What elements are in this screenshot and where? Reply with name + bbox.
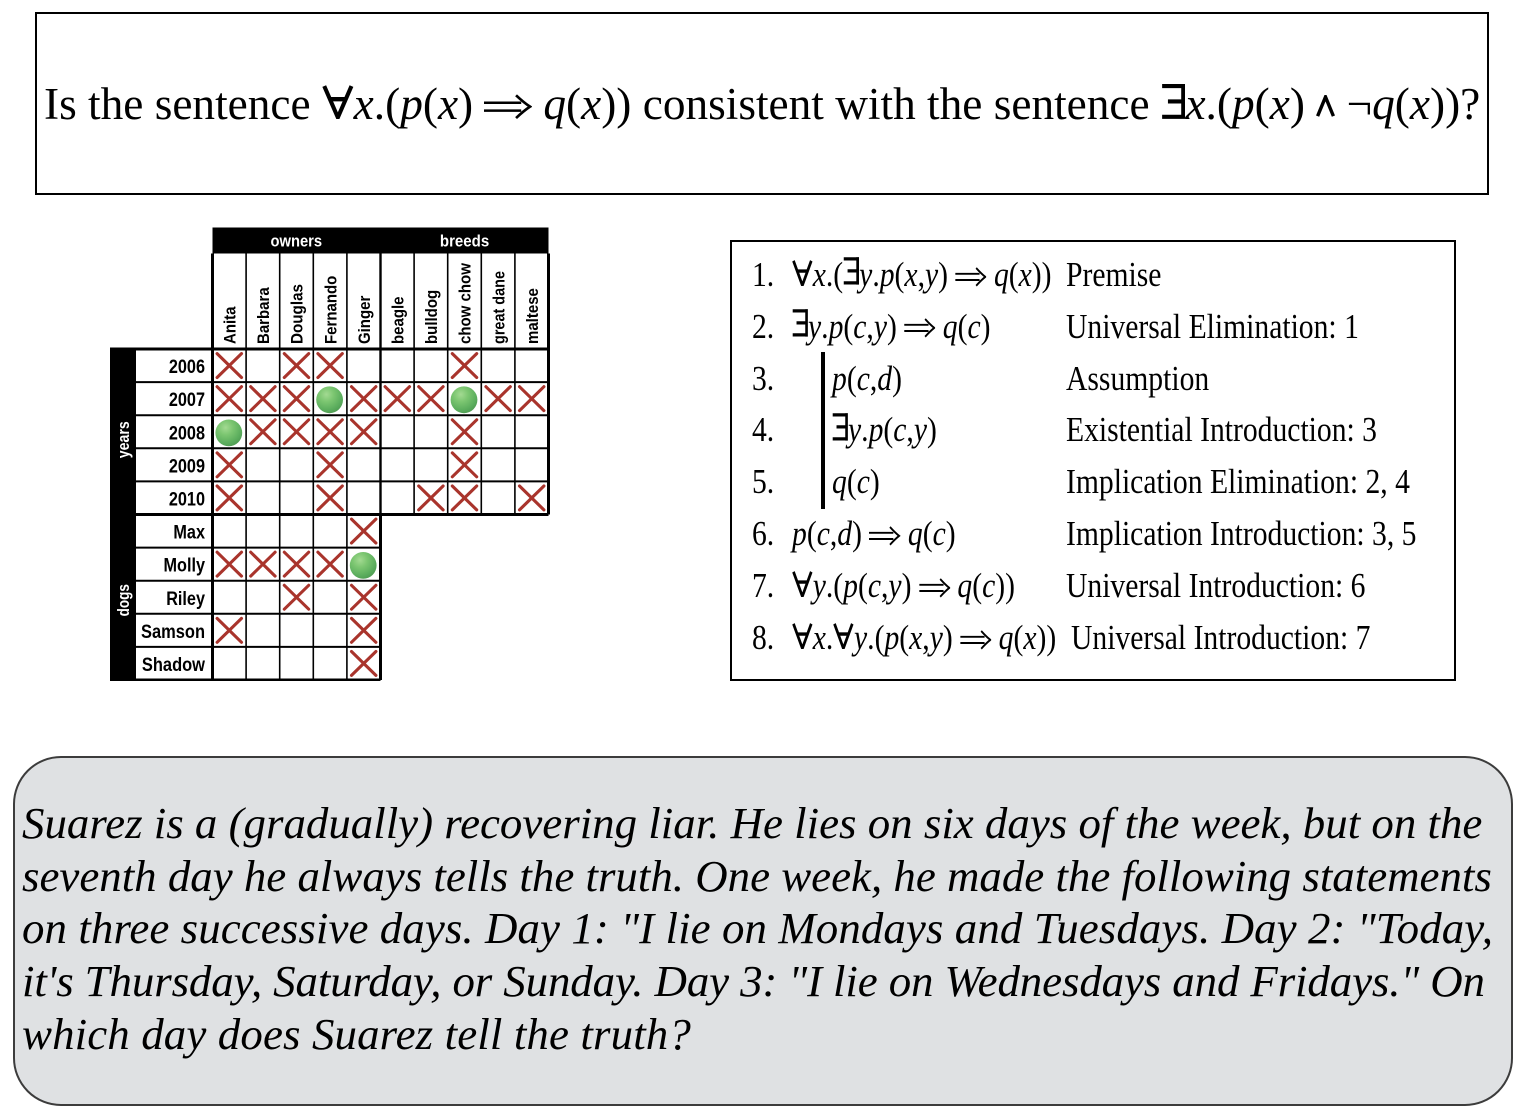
svg-text:great dane: great dane (489, 271, 508, 344)
svg-text:2009: 2009 (169, 456, 205, 477)
svg-text:owners: owners (271, 233, 323, 251)
svg-text:bulldog: bulldog (422, 290, 441, 344)
svg-text:chow chow: chow chow (456, 262, 475, 344)
svg-text:Barbara: Barbara (254, 287, 273, 344)
svg-text:breeds: breeds (440, 233, 489, 251)
svg-text:maltese: maltese (523, 288, 542, 344)
svg-text:Shadow: Shadow (142, 655, 205, 676)
svg-text:dogs: dogs (114, 584, 133, 616)
svg-text:Max: Max (173, 523, 205, 544)
svg-text:beagle: beagle (389, 297, 408, 345)
svg-text:Anita: Anita (221, 306, 240, 344)
svg-text:2006: 2006 (169, 357, 205, 378)
svg-text:Ginger: Ginger (355, 295, 374, 344)
svg-text:2008: 2008 (169, 423, 205, 444)
svg-text:Douglas: Douglas (288, 284, 307, 344)
svg-text:2010: 2010 (169, 489, 205, 510)
svg-text:years: years (114, 421, 133, 458)
svg-text:2007: 2007 (169, 390, 205, 411)
svg-text:Fernando: Fernando (321, 276, 340, 344)
svg-text:Samson: Samson (141, 622, 205, 643)
svg-text:Molly: Molly (164, 556, 206, 577)
svg-text:Riley: Riley (166, 589, 205, 610)
